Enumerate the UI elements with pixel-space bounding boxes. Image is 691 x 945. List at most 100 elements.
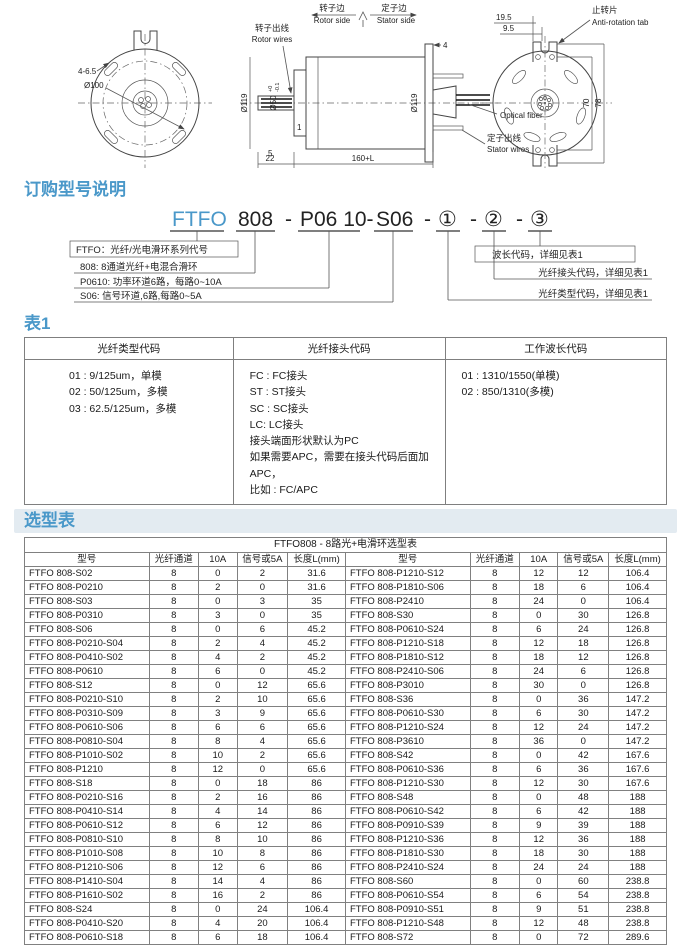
- value-cell: 147.2: [608, 691, 667, 707]
- value-cell: 9: [236, 705, 289, 721]
- model-cell: FTFO 808-P2410-S06: [344, 663, 471, 679]
- value-cell: 42: [557, 803, 610, 819]
- value-cell: 4: [197, 649, 238, 665]
- model-cell: FTFO 808-P0210-S16: [24, 789, 150, 805]
- value-cell: 30: [557, 845, 610, 861]
- model-cell: FTFO 808-S72: [344, 929, 471, 945]
- value-cell: 8: [148, 579, 199, 595]
- value-cell: 8: [469, 719, 520, 735]
- code-table: 光纤类型代码 光纤接头代码 工作波长代码 01 : 9/125um，单模 02 …: [24, 337, 667, 506]
- col-model-left: 型号: [24, 551, 150, 567]
- model-cell: FTFO 808-P1210-S24: [344, 719, 471, 735]
- value-cell: 106.4: [287, 915, 346, 931]
- value-cell: 30: [518, 677, 559, 693]
- col-length-right: 长度L(mm): [608, 551, 667, 567]
- front-view-drawing: 4-6.5 Ø100: [78, 30, 212, 168]
- value-cell: 86: [287, 789, 346, 805]
- value-cell: 65.6: [287, 761, 346, 777]
- model-signal-code: S06: [376, 208, 413, 231]
- value-cell: 8: [469, 761, 520, 777]
- dim-5: 5: [268, 149, 273, 158]
- model-cell: FTFO 808-P3010: [344, 677, 471, 693]
- value-cell: 0: [197, 677, 238, 693]
- side-view-drawing: 转子边 Rotor side 定子边 Stator side 转子出线 Roto…: [240, 3, 543, 168]
- value-cell: 86: [287, 817, 346, 833]
- value-cell: 8: [148, 901, 199, 917]
- value-cell: 2: [197, 635, 238, 651]
- selection-table-row: FTFO 808-P0210-S10 8 2 10 65.6 FTFO 808-S36 8 0…: [24, 691, 667, 707]
- callout-power: P0610: 功率环道6路，每路0~10A: [80, 276, 222, 288]
- selection-table-row: FTFO 808-P0610-S06 8 6 6 65.6 FTFO 808-P1210-…: [24, 719, 667, 735]
- value-cell: 9: [518, 817, 559, 833]
- value-cell: 188: [608, 789, 667, 805]
- model-cell: FTFO 808-P1610-S02: [24, 887, 150, 903]
- model-cell: FTFO 808-P0310-S09: [24, 705, 150, 721]
- value-cell: 8: [148, 789, 199, 805]
- stator-side-label-cn: 定子边: [381, 3, 407, 13]
- value-cell: 8: [469, 607, 520, 623]
- value-cell: 12: [557, 565, 610, 581]
- selection-table-body: FTFO 808-S02 8 0 2 31.6 FTFO 808-P1210-S12 8 12…: [24, 565, 667, 945]
- dim-shaft-tol-lower: -0.1: [275, 83, 281, 92]
- model-cell: FTFO 808-P0210-S10: [24, 691, 150, 707]
- value-cell: 126.8: [608, 649, 667, 665]
- model-cell: FTFO 808-P1010-S02: [24, 747, 150, 763]
- value-cell: 188: [608, 845, 667, 861]
- value-cell: 147.2: [608, 733, 667, 749]
- value-cell: 0: [557, 593, 610, 609]
- value-cell: 12: [518, 831, 559, 847]
- model-cell: FTFO 808-P3610: [344, 733, 471, 749]
- value-cell: 12: [197, 761, 238, 777]
- value-cell: 6: [557, 663, 610, 679]
- selection-table-row: FTFO 808-S06 8 0 6 45.2 FTFO 808-P0610-S24 8 6 2…: [24, 621, 667, 637]
- value-cell: 14: [197, 873, 238, 889]
- model-cell: FTFO 808-P0610-S12: [24, 817, 150, 833]
- model-cell: FTFO 808-P1410-S04: [24, 873, 150, 889]
- model-number: FTFO 808 - P06 10- S06 - ① - ② - ③: [170, 208, 552, 232]
- value-cell: 8: [148, 649, 199, 665]
- value-cell: 0: [557, 677, 610, 693]
- value-cell: 2: [197, 579, 238, 595]
- value-cell: 6: [197, 929, 238, 945]
- value-cell: 8: [469, 733, 520, 749]
- value-cell: 35: [287, 607, 346, 623]
- value-cell: 106.4: [287, 929, 346, 945]
- value-cell: 45.2: [287, 635, 346, 651]
- dim-78: 78: [594, 98, 603, 107]
- dim-1: 1: [297, 123, 302, 132]
- value-cell: 8: [469, 901, 520, 917]
- selection-table-row: FTFO 808-P0310-S09 8 3 9 65.6 FTFO 808-P0610-…: [24, 705, 667, 721]
- model-cell: FTFO 808-S24: [24, 901, 150, 917]
- value-cell: 36: [557, 761, 610, 777]
- value-cell: 8: [148, 929, 199, 945]
- dim-9-5: 9.5: [503, 24, 515, 33]
- model-cell: FTFO 808-P1010-S08: [24, 845, 150, 861]
- value-cell: 54: [557, 887, 610, 903]
- value-cell: 8: [469, 915, 520, 931]
- selection-table-title: FTFO808 - 8路光+电滑环选型表: [24, 536, 667, 553]
- callout-wavelength: 波长代码，详细见表1: [492, 249, 583, 261]
- value-cell: 8: [148, 915, 199, 931]
- value-cell: 6: [518, 621, 559, 637]
- selection-table-row: FTFO 808-P0610 8 6 0 45.2 FTFO 808-P2410-S06 8…: [24, 663, 667, 679]
- value-cell: 2: [236, 649, 289, 665]
- value-cell: 12: [236, 677, 289, 693]
- value-cell: 8: [469, 845, 520, 861]
- value-cell: 86: [287, 803, 346, 819]
- value-cell: 8: [469, 873, 520, 889]
- value-cell: 35: [287, 593, 346, 609]
- header-fiber-type: 光纤类型代码: [24, 337, 234, 361]
- value-cell: 16: [197, 887, 238, 903]
- dim-70: 70: [582, 98, 591, 107]
- model-power-code: P06 10-: [300, 208, 374, 231]
- value-cell: 106.4: [608, 593, 667, 609]
- dim-19-5: 19.5: [496, 13, 512, 22]
- model-cell: FTFO 808-P1210-S18: [344, 635, 471, 651]
- value-cell: 8: [148, 593, 199, 609]
- col-signal-right: 信号或5A: [557, 551, 610, 567]
- model-dash1: -: [285, 208, 292, 231]
- value-cell: 65.6: [287, 733, 346, 749]
- optical-fiber-label: Optical fiber: [500, 111, 543, 120]
- value-cell: 36: [557, 691, 610, 707]
- selection-table-row: FTFO 808-P0410-S14 8 4 14 86 FTFO 808-P0610-S…: [24, 803, 667, 819]
